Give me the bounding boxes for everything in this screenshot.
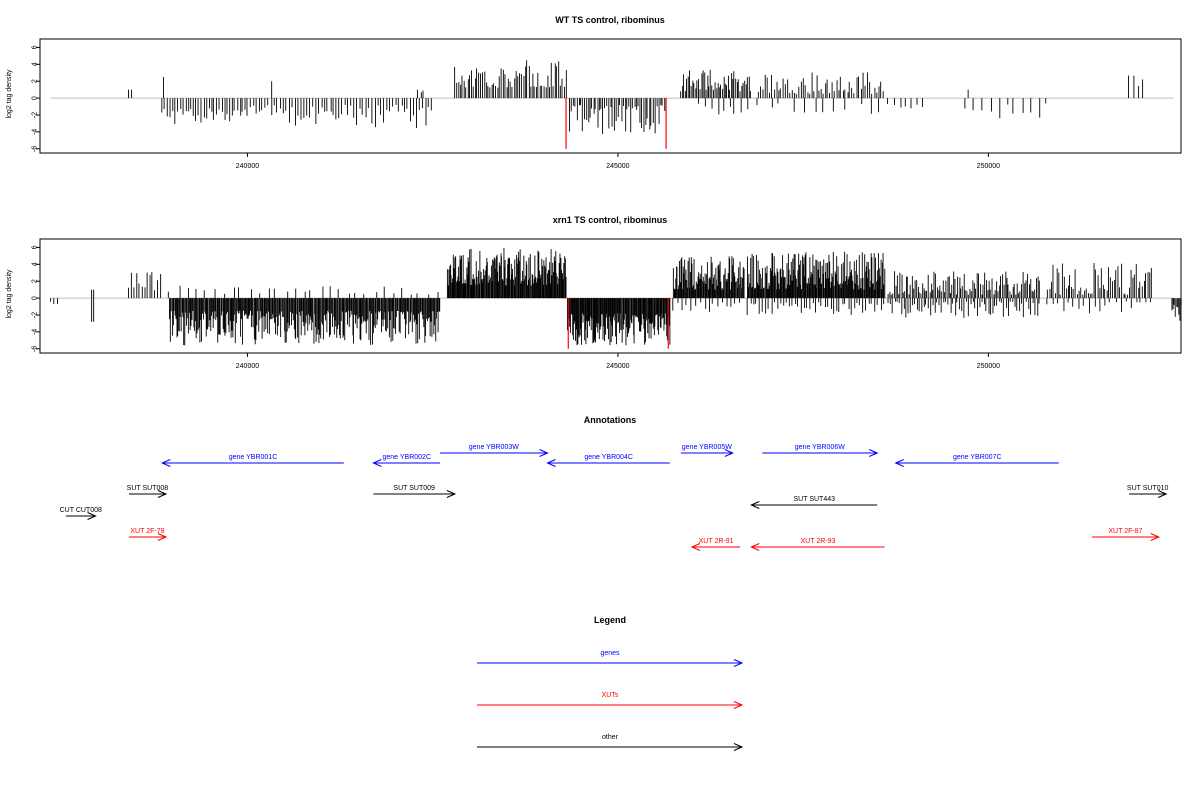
feature-label: gene YBR007C — [953, 454, 1002, 461]
panel-wt-ytick-label: -6 — [32, 146, 39, 152]
panel-xrn1-xtick-label: 240000 — [236, 363, 259, 370]
annotations-title: Annotations — [584, 415, 637, 425]
legend-arrow-head — [733, 659, 744, 667]
panel-wt-frame — [39, 38, 1182, 154]
legend-arrow-head — [733, 701, 744, 709]
feature-xut: XUT 2F-78 — [128, 528, 168, 541]
panel-wt-title: WT TS control, ribominus — [555, 15, 665, 25]
feature-xut: XUT 2F-87 — [1092, 528, 1161, 541]
feature-gene: gene YBR006W — [762, 444, 879, 457]
panel-xrn1-ytick-label: 2 — [32, 279, 39, 283]
legend-panel: Legend genes XUTs other — [477, 615, 744, 751]
feature-arrow-head — [750, 501, 760, 509]
feature-arrow-head — [1157, 490, 1168, 498]
feature-label: SUT SUT009 — [393, 485, 435, 492]
feature-arrow-head — [724, 449, 734, 457]
feature-gene: gene YBR003W — [440, 444, 549, 457]
feature-arrow-head — [869, 449, 879, 457]
legend-entry-other: other — [477, 734, 744, 751]
feature-other: CUT CUT008 — [60, 507, 102, 520]
panel-wt-xtick-label: 250000 — [977, 163, 1000, 170]
feature-label: XUT 2R-91 — [699, 538, 734, 545]
panel-wt: WT TS control, ribominus log2 tag densit… — [6, 15, 1182, 170]
panel-wt-ytick-label: 4 — [32, 62, 39, 66]
feature-gene: gene YBR007C — [894, 454, 1059, 467]
feature-label: gene YBR003W — [469, 444, 519, 451]
legend-arrow-head — [733, 743, 744, 751]
panel-wt-bars — [127, 60, 1144, 149]
panel-wt-ytick-label: -4 — [32, 129, 39, 135]
panel-wt-ytick-label: -2 — [32, 112, 39, 118]
feature-arrow-head — [446, 490, 457, 498]
panel-xrn1-ytick-label: -6 — [32, 346, 39, 352]
feature-xut: XUT 2R-93 — [750, 538, 885, 551]
panel-wt-x-axis: 240000 245000 250000 — [236, 153, 1000, 170]
legend-entries: genes XUTs other — [477, 650, 744, 751]
panel-xrn1-ytick-label: 6 — [32, 245, 39, 249]
panel-xrn1-xtick-label: 250000 — [977, 363, 1000, 370]
panel-xrn1: xrn1 TS control, ribominus log2 tag dens… — [6, 215, 1182, 370]
feature-arrow-head — [157, 490, 168, 498]
annotations-panel: Annotations gene YBR001C gene YBR002Cgene… — [60, 415, 1169, 551]
feature-arrow-head — [87, 512, 97, 520]
feature-arrow-head — [157, 533, 168, 541]
feature-label: gene YBR002C — [382, 454, 431, 461]
feature-arrow-head — [546, 459, 556, 467]
feature-label: gene YBR005W — [682, 444, 732, 451]
panel-wt-ytick-label: 0 — [32, 96, 39, 100]
feature-label: gene YBR006W — [795, 444, 845, 451]
panel-xrn1-ytick-label: 4 — [32, 262, 39, 266]
feature-arrow-head — [894, 459, 904, 467]
feature-label: gene YBR004C — [584, 454, 633, 461]
feature-other: SUT SUT009 — [373, 485, 457, 498]
feature-xut: XUT 2R-91 — [690, 538, 741, 551]
feature-other: SUT SUT010 — [1127, 485, 1169, 498]
feature-gene: gene YBR002C — [372, 454, 441, 467]
feature-gene: gene YBR001C — [161, 454, 344, 467]
panel-xrn1-xtick-label: 245000 — [606, 363, 629, 370]
feature-other: SUT SUT008 — [127, 485, 169, 498]
feature-arrow-head — [539, 449, 549, 457]
panel-wt-ytick-label: 2 — [32, 79, 39, 83]
feature-label: gene YBR001C — [229, 454, 278, 461]
feature-label: SUT SUT010 — [1127, 485, 1169, 492]
feature-label: XUT 2F-78 — [130, 528, 164, 535]
panel-xrn1-y-axis: -6 -4 -2 0 2 4 6 — [32, 245, 40, 352]
annotation-features: gene YBR001C gene YBR002C gene YBR003W gene… — [60, 444, 1169, 551]
panel-xrn1-ytick-label: -4 — [32, 329, 39, 335]
panel-wt-y-axis: -6 -4 -2 0 2 4 6 — [32, 45, 40, 152]
feature-gene: gene YBR004C — [546, 454, 670, 467]
panel-wt-xtick-label: 240000 — [236, 163, 259, 170]
feature-label: SUT SUT443 — [794, 496, 836, 503]
panel-xrn1-title: xrn1 TS control, ribominus — [553, 215, 668, 225]
panel-xrn1-frame — [39, 238, 1182, 354]
legend-label: other — [602, 734, 619, 741]
feature-gene: gene YBR005W — [680, 444, 734, 457]
panel-xrn1-ytick-label: -2 — [32, 312, 39, 318]
panel-xrn1-ylabel: log2 tag density — [6, 269, 13, 319]
feature-label: SUT SUT008 — [127, 485, 169, 492]
feature-label: XUT 2F-87 — [1108, 528, 1142, 535]
feature-arrow-head — [690, 543, 701, 551]
panel-xrn1-ytick-label: 0 — [32, 296, 39, 300]
feature-label: CUT CUT008 — [60, 507, 102, 514]
panel-wt-ylabel: log2 tag density — [6, 69, 13, 119]
panel-xrn1-bars — [50, 248, 1182, 349]
feature-arrow-head — [372, 459, 382, 467]
legend-label: genes — [600, 650, 620, 657]
feature-arrow-head — [161, 459, 171, 467]
panel-xrn1-x-axis: 240000 245000 250000 — [236, 353, 1000, 370]
feature-arrow-head — [1150, 533, 1161, 541]
legend-entry-gene: genes — [477, 650, 744, 667]
panel-wt-ytick-label: 6 — [32, 45, 39, 49]
feature-label: XUT 2R-93 — [801, 538, 836, 545]
panel-wt-xtick-label: 245000 — [606, 163, 629, 170]
feature-arrow-head — [750, 543, 760, 551]
legend-label: XUTs — [602, 692, 619, 699]
legend-entry-xut: XUTs — [477, 692, 744, 709]
feature-other: SUT SUT443 — [750, 496, 878, 509]
legend-title: Legend — [594, 615, 626, 625]
